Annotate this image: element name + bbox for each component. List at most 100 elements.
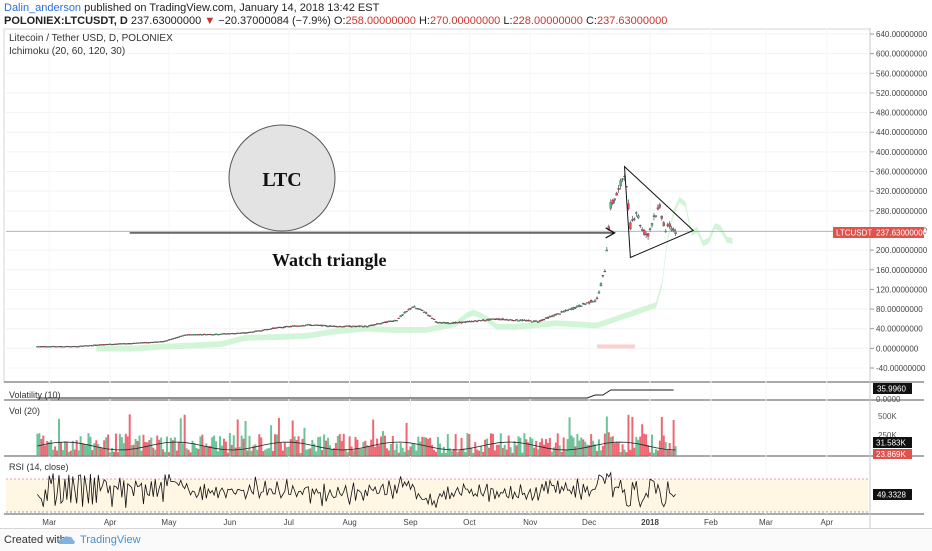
candle-body: [507, 319, 510, 321]
volume-bar: [213, 435, 216, 456]
volume-bar: [478, 450, 481, 456]
volume-bar: [297, 436, 300, 456]
volume-bar: [281, 450, 284, 456]
volume-bar: [95, 440, 98, 456]
volume-bar: [85, 445, 88, 456]
candle-body: [103, 344, 106, 346]
candle-body: [293, 325, 296, 327]
candle-body: [589, 300, 593, 303]
candle-body: [432, 318, 436, 320]
candle-body: [313, 324, 316, 326]
volatility-label: Volatility (10): [9, 390, 61, 400]
candle-body: [48, 346, 51, 348]
volume-bar: [344, 449, 347, 456]
candle-body: [393, 320, 396, 322]
volume-bar: [315, 451, 318, 456]
author-link[interactable]: Dalin_anderson: [4, 2, 82, 14]
volume-bar: [623, 449, 626, 456]
candle-body: [163, 340, 167, 342]
last-price-text: 237.63000000: [130, 15, 202, 27]
volume-bar: [454, 434, 457, 456]
candle-body: [346, 325, 349, 327]
candle-body: [637, 215, 640, 219]
volume-bar: [203, 446, 206, 456]
candle-body: [73, 345, 76, 348]
volume-bar: [380, 436, 383, 456]
volume-bar: [548, 437, 551, 456]
candle-body: [287, 326, 290, 328]
candle-body: [403, 312, 406, 314]
volume-bar: [242, 438, 245, 456]
volume-bar: [248, 435, 251, 456]
volume-bar: [193, 443, 196, 456]
candle-body: [118, 343, 122, 345]
volume-bar: [79, 436, 82, 456]
volume-bar: [48, 442, 51, 456]
volume-bar: [67, 451, 70, 456]
down-arrow-icon: ▼: [204, 15, 216, 27]
candle-body: [601, 275, 605, 277]
candle-body: [580, 305, 583, 307]
volume-bar: [197, 448, 200, 456]
chart-canvas[interactable]: 640.00000000 600.00000000 560.00000000 520.…: [0, 28, 932, 528]
volume-bar: [277, 417, 280, 456]
volume-bar: [438, 443, 441, 456]
candle-body: [629, 222, 632, 230]
volume-bar: [517, 436, 520, 456]
volume-bar: [268, 448, 271, 456]
indicator-panes: [6, 389, 868, 513]
volume-bar: [132, 444, 135, 456]
candle-body: [322, 324, 326, 327]
price-tick-label: 120.00000000: [876, 285, 928, 294]
tradingview-brand-link[interactable]: TradingView: [80, 534, 141, 546]
volume-bar: [73, 449, 76, 456]
candle-body: [165, 340, 169, 342]
candle-body: [428, 315, 432, 317]
candle-body: [130, 343, 133, 345]
candle-body: [578, 304, 581, 307]
candle-body: [454, 321, 457, 324]
candle-body: [258, 330, 261, 332]
candle-body: [639, 224, 642, 227]
volume-bar: [535, 440, 538, 456]
candle-body: [332, 325, 336, 327]
candle-body: [169, 338, 173, 341]
candle-body: [399, 315, 402, 318]
volume-bar: [641, 424, 644, 456]
volume-bar: [419, 441, 422, 456]
candle-body: [317, 324, 320, 326]
volume-bar: [75, 440, 78, 456]
time-axis[interactable]: Mar Apr May Jun Jul Aug Sep Oct Nov Dec 2018 Feb Mar…: [42, 518, 833, 527]
volume-bar: [173, 437, 176, 456]
volume-bar: [309, 448, 312, 456]
candle-body: [379, 323, 383, 325]
candle-body: [462, 321, 465, 323]
volume-bar: [274, 434, 277, 456]
volume-bar: [207, 446, 210, 456]
candle-body: [175, 337, 178, 339]
volume-bar: [305, 449, 308, 456]
volatility-value-tag: 35.9960: [877, 385, 906, 394]
candle-body: [442, 322, 446, 324]
candle-body: [338, 326, 341, 328]
candle-body: [40, 346, 43, 348]
volume-bar: [480, 445, 483, 456]
candle-body: [505, 319, 508, 321]
candle-body: [566, 309, 569, 312]
candle-body: [480, 320, 483, 322]
volume-bar: [154, 449, 157, 456]
volume-bar: [160, 437, 163, 456]
candle-body: [209, 333, 212, 336]
watch-triangle-note: Watch triangle: [272, 250, 387, 270]
volume-bar: [660, 416, 663, 456]
candle-body: [448, 323, 451, 325]
candle-body: [521, 319, 524, 322]
candle-body: [248, 331, 251, 333]
volume-bar: [238, 446, 241, 456]
candle-body: [46, 346, 49, 348]
last-price-tag-value: 237.63000000: [876, 229, 928, 238]
volume-bar: [350, 446, 353, 456]
time-tick-label: Dec: [582, 518, 596, 527]
volume-bar: [260, 437, 263, 456]
price-axis[interactable]: 640.00000000 600.00000000 560.00000000 520.…: [870, 30, 928, 373]
